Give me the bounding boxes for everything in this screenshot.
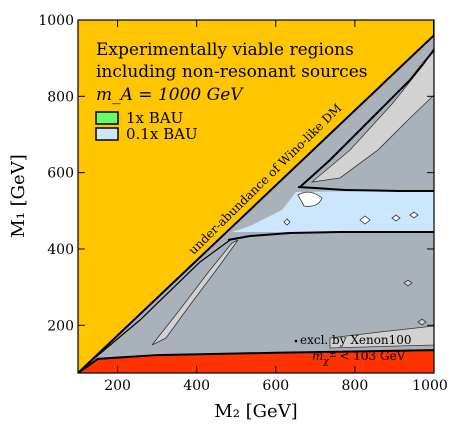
- chargino-annotation-sub: χ: [322, 357, 329, 367]
- x-tick-label: 200: [104, 378, 131, 394]
- chargino-annotation-m: m: [312, 349, 323, 363]
- contour-blob-7: [417, 318, 427, 326]
- boundary-upper-band-diagonal: [299, 49, 434, 188]
- legend-title-line-3: m_A = 1000 GeV: [96, 85, 244, 105]
- contour-blob-1: [297, 191, 323, 207]
- contour-blob-3: [391, 214, 401, 222]
- y-axis-label: M₁ [GeV]: [8, 154, 29, 237]
- x-tick-label: 800: [342, 378, 369, 394]
- y-tick-label: 800: [47, 89, 74, 105]
- y-tick-label: 400: [47, 242, 74, 258]
- legend-swatch-1x-bau: [95, 111, 119, 125]
- chargino-annotation-sup: ±: [329, 350, 337, 360]
- contour-blob-6: [403, 279, 413, 287]
- plot-regions: [78, 20, 434, 373]
- xenon-marker: [294, 339, 298, 343]
- legend-label-0-1x-bau: 0.1x BAU: [126, 125, 198, 143]
- y-tick-label: 1000: [38, 13, 74, 29]
- x-axis-ticks: 200 400 600 800 1000: [104, 20, 448, 394]
- boundary-upper-band-line: [297, 186, 434, 192]
- boundary-middle-band-line: [227, 231, 434, 241]
- legend-title-line-1: Experimentally viable regions: [96, 40, 354, 60]
- legend-swatch-0-1x-bau: [95, 127, 119, 141]
- legend-label-1x-bau: 1x BAU: [126, 109, 183, 127]
- plot-frame: [77, 19, 435, 374]
- light-gray-filament-upper: [310, 47, 434, 183]
- chargino-annotation-suffix: < 103 GeV: [339, 349, 405, 363]
- contour-blob-5: [283, 218, 291, 226]
- contour-blob-4: [409, 211, 419, 219]
- boundary-gray-top: [89, 239, 231, 363]
- underabundance-region: [78, 20, 434, 373]
- y-tick-label: 200: [47, 318, 74, 334]
- legend: Experimentally viable regions including …: [95, 40, 367, 143]
- chargino-annotation: mχ± < 103 GeV: [312, 349, 406, 367]
- light-gray-filament-lower: [151, 239, 239, 346]
- y-tick-label: 600: [47, 166, 74, 182]
- light-gray-bottom-strip: [329, 325, 434, 349]
- x-axis-label: M₂ [GeV]: [214, 401, 297, 422]
- x-tick-label: 400: [183, 378, 210, 394]
- x-tick-label: 600: [262, 378, 289, 394]
- legend-title-line-2: including non-resonant sources: [96, 62, 367, 82]
- x-tick-label: 1000: [412, 378, 448, 394]
- contour-blob-2: [359, 215, 371, 225]
- xenon-annotation: excl. by Xenon100: [300, 333, 412, 347]
- chargino-excluded-region: [78, 349, 434, 373]
- y-axis-ticks: 200 400 600 800 1000: [38, 13, 434, 334]
- light-blue-band-middle: [232, 190, 434, 232]
